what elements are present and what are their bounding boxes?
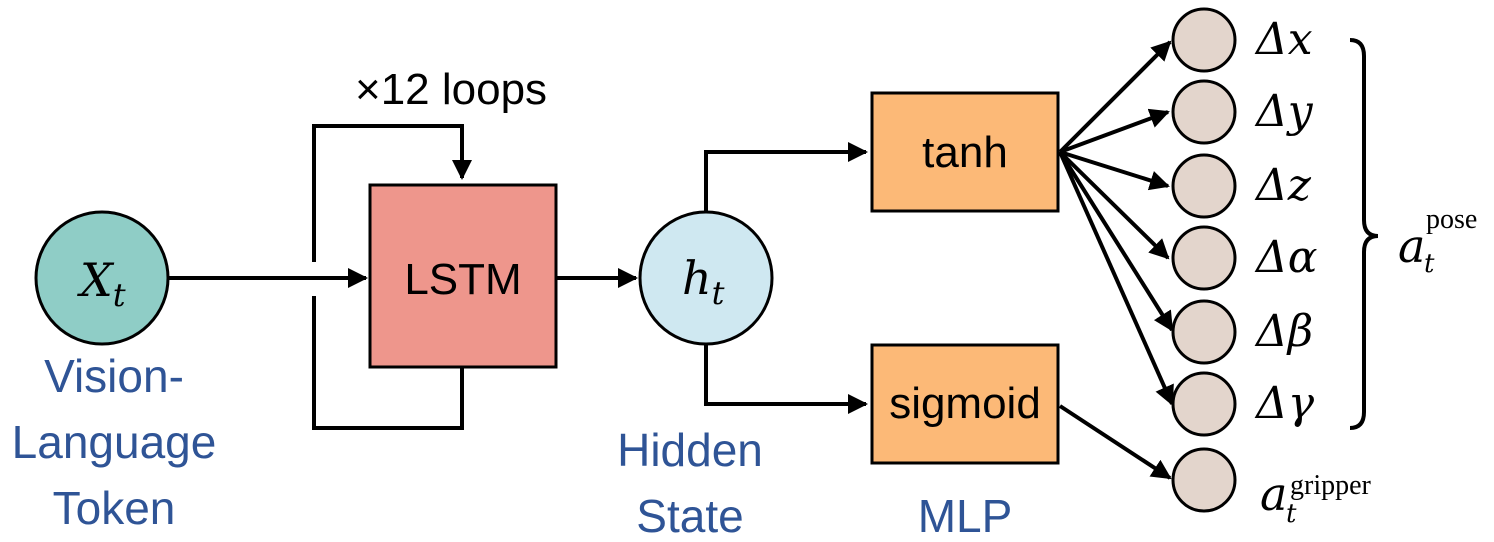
pose-brace	[1349, 38, 1379, 430]
output-node-gripper	[1171, 447, 1237, 513]
tanh-box	[870, 91, 1060, 213]
loop-top-edge	[312, 124, 472, 262]
pose-action-label: a t pose	[1398, 204, 1477, 279]
tanh-label: tanh	[922, 128, 1008, 177]
input-caption-line2: Language	[12, 416, 217, 468]
svg-text:pose: pose	[1426, 204, 1477, 235]
output-nodes	[1171, 7, 1237, 513]
output-node-dz	[1171, 153, 1237, 219]
pose-term-dz: Δz	[1254, 160, 1312, 211]
hidden-symbol: ht	[682, 251, 725, 312]
edge-tanh-to-dgamma	[1058, 151, 1174, 406]
svg-text:gripper: gripper	[1290, 470, 1372, 501]
hidden-caption-line2: State	[636, 490, 743, 542]
pose-term-labels: Δx Δy Δz Δα Δβ Δγ	[1254, 14, 1318, 429]
edge-tanh-to-dy	[1059, 108, 1170, 154]
mlp-caption: MLP	[918, 490, 1013, 542]
pose-term-dx: Δx	[1254, 14, 1313, 65]
pose-term-dbeta: Δβ	[1254, 306, 1313, 357]
pose-edges	[1058, 40, 1174, 406]
gripper-action-label: a t gripper	[1260, 467, 1372, 529]
input-caption-line3: Token	[53, 482, 176, 534]
lstm-box	[368, 183, 558, 369]
output-node-dalpha	[1171, 225, 1237, 291]
pose-term-dy: Δy	[1254, 86, 1314, 137]
output-node-dy	[1171, 79, 1237, 145]
sigmoid-box	[870, 343, 1060, 465]
edge-tanh-to-dbeta	[1058, 150, 1174, 332]
input-symbol: Xt	[77, 253, 126, 314]
loop-label: ×12 loops	[355, 65, 547, 114]
edge-tanh-to-dz	[1059, 150, 1170, 191]
output-node-dx	[1171, 7, 1237, 73]
edge-tanh-to-dx	[1058, 40, 1172, 154]
input-caption-line1: Vision-	[44, 350, 184, 402]
lstm-label: LSTM	[404, 255, 521, 304]
svg-text:t: t	[1286, 499, 1297, 529]
edge-hidden-to-tanh	[704, 142, 868, 212]
edge-tanh-to-dalpha	[1058, 150, 1170, 260]
hidden-caption-line1: Hidden	[617, 424, 763, 476]
edge-hidden-to-sigmoid	[704, 344, 868, 414]
output-node-dbeta	[1171, 299, 1237, 365]
svg-text:a: a	[1260, 467, 1287, 521]
svg-text:a: a	[1398, 219, 1425, 273]
edge-sigmoid-to-gripper	[1058, 404, 1172, 480]
output-node-dgamma	[1171, 371, 1237, 437]
pose-term-dalpha: Δα	[1254, 232, 1318, 283]
input-token-node	[34, 210, 170, 346]
pose-term-dgamma: Δγ	[1254, 378, 1315, 429]
svg-text:t: t	[1424, 249, 1435, 279]
loop-bottom-edge	[312, 296, 464, 430]
sigmoid-label: sigmoid	[889, 379, 1041, 428]
